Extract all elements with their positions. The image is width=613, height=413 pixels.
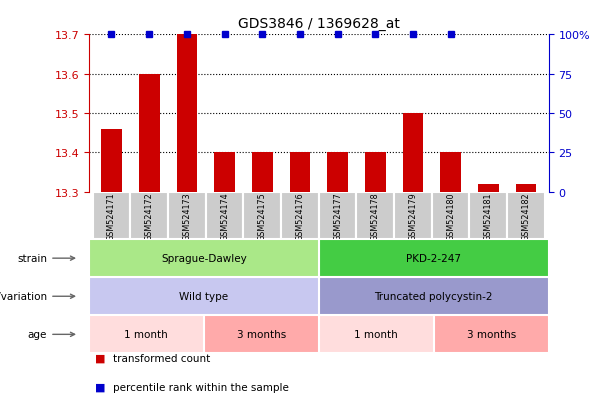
Bar <box>177 35 197 192</box>
Text: Truncated polycystin-2: Truncated polycystin-2 <box>375 292 493 301</box>
Bar <box>131 192 168 240</box>
Text: GSM524182: GSM524182 <box>522 192 530 240</box>
Text: GSM524181: GSM524181 <box>484 192 493 240</box>
Text: 1 month: 1 month <box>124 330 168 339</box>
Text: GSM524173: GSM524173 <box>182 192 191 240</box>
Bar <box>243 192 281 240</box>
Text: GSM524177: GSM524177 <box>333 192 342 240</box>
Bar <box>470 192 507 240</box>
Text: GSM524178: GSM524178 <box>371 192 380 240</box>
Bar <box>139 74 159 192</box>
Text: 3 months: 3 months <box>466 330 516 339</box>
Text: GSM524172: GSM524172 <box>145 192 154 240</box>
Text: 1 month: 1 month <box>354 330 398 339</box>
Text: Sprague-Dawley: Sprague-Dawley <box>161 254 246 263</box>
Bar <box>507 192 545 240</box>
Bar <box>281 192 319 240</box>
Text: Wild type: Wild type <box>179 292 229 301</box>
Bar <box>365 153 386 192</box>
Bar <box>214 153 235 192</box>
Bar <box>289 153 310 192</box>
Text: GSM524176: GSM524176 <box>295 192 305 240</box>
Bar <box>168 192 206 240</box>
Text: ■: ■ <box>95 382 105 392</box>
Text: GSM524175: GSM524175 <box>257 192 267 240</box>
Text: PKD-2-247: PKD-2-247 <box>406 254 461 263</box>
Bar <box>432 192 470 240</box>
Text: GSM524171: GSM524171 <box>107 192 116 240</box>
Text: GSM524174: GSM524174 <box>220 192 229 240</box>
Bar <box>327 153 348 192</box>
Bar <box>440 153 461 192</box>
Bar <box>93 192 131 240</box>
Bar <box>101 129 122 192</box>
Text: 3 months: 3 months <box>237 330 286 339</box>
Title: GDS3846 / 1369628_at: GDS3846 / 1369628_at <box>238 17 400 31</box>
Text: genotype/variation: genotype/variation <box>0 292 75 301</box>
Bar <box>403 114 424 192</box>
Bar <box>516 184 536 192</box>
Text: ■: ■ <box>95 353 105 363</box>
Bar <box>206 192 243 240</box>
Bar <box>394 192 432 240</box>
Text: strain: strain <box>17 254 75 263</box>
Text: GSM524180: GSM524180 <box>446 192 455 240</box>
Text: percentile rank within the sample: percentile rank within the sample <box>113 382 289 392</box>
Bar <box>478 184 499 192</box>
Text: age: age <box>28 330 75 339</box>
Text: transformed count: transformed count <box>113 353 211 363</box>
Bar <box>252 153 273 192</box>
Text: GSM524179: GSM524179 <box>408 192 417 240</box>
Bar <box>319 192 356 240</box>
Bar <box>356 192 394 240</box>
